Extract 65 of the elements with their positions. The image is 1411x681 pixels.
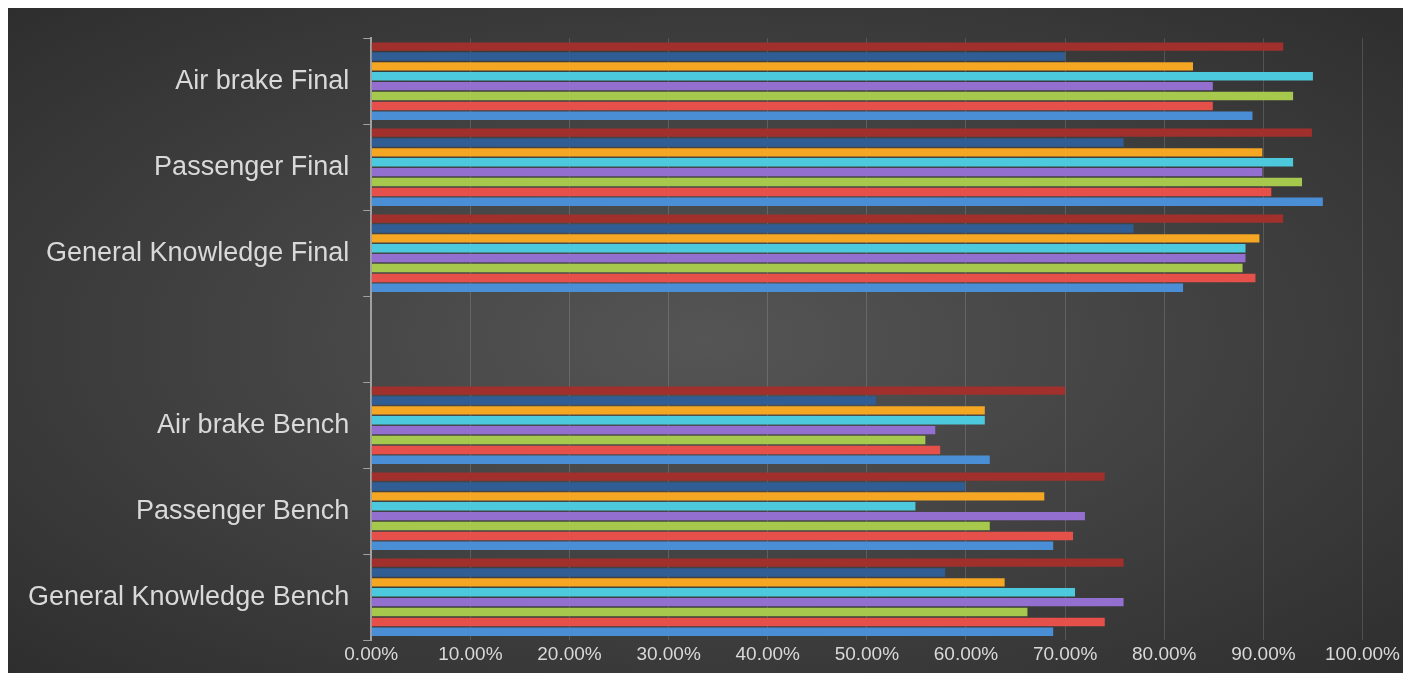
bar: [371, 42, 1284, 51]
bar: [371, 597, 1124, 607]
bar: [371, 406, 985, 415]
bar: [371, 167, 1263, 177]
bar: [371, 416, 985, 425]
bar: [371, 492, 1045, 501]
y-tick-label: Passenger Bench: [136, 494, 350, 525]
bar: [371, 435, 926, 445]
x-tick-label: 10.00%: [438, 642, 503, 664]
bar: [371, 627, 1054, 637]
bar: [371, 253, 1246, 263]
bar: [371, 445, 941, 455]
bar: [371, 148, 1263, 157]
bar: [371, 128, 1312, 137]
bar: [371, 234, 1260, 243]
bar: [371, 81, 1213, 91]
x-tick-label: 0.00%: [344, 642, 399, 664]
bar: [371, 273, 1256, 283]
bar: [371, 177, 1303, 187]
y-tick-label: General Knowledge Final: [46, 236, 350, 267]
bar: [371, 197, 1323, 207]
bar: [371, 511, 1085, 521]
bar: [371, 558, 1124, 567]
bar: [371, 588, 1076, 597]
bar: [371, 91, 1294, 101]
bar: [371, 62, 1193, 71]
y-tick-label: General Knowledge Bench: [28, 580, 350, 611]
bar: [371, 138, 1124, 147]
bar: [371, 531, 1074, 541]
bar: [371, 568, 946, 577]
x-tick-label: 60.00%: [933, 642, 999, 664]
bar: [371, 482, 965, 491]
y-tick-label: Air brake Final: [175, 64, 350, 95]
x-tick-label: 30.00%: [636, 642, 701, 664]
bar: [371, 224, 1134, 233]
bar: [371, 541, 1054, 551]
x-tick-label: 50.00%: [834, 642, 900, 664]
bar: [371, 283, 1184, 293]
bar: [371, 521, 990, 531]
bar: [371, 111, 1253, 121]
bar: [371, 425, 936, 435]
x-tick-label: 40.00%: [735, 642, 801, 664]
bar: [371, 502, 916, 511]
bar: [371, 214, 1284, 223]
bar: [371, 72, 1313, 81]
bar: [371, 455, 990, 465]
x-tick-label: 100.00%: [1324, 642, 1401, 664]
bar: [371, 607, 1028, 617]
bar: [371, 396, 876, 405]
bar: [371, 187, 1272, 197]
y-tick-label: Passenger Final: [154, 150, 350, 181]
bar: [371, 386, 1066, 395]
bar: [371, 52, 1066, 61]
bar: [371, 158, 1294, 167]
bar: [371, 244, 1246, 253]
x-tick-label: 90.00%: [1231, 642, 1296, 664]
bar: [371, 578, 1005, 587]
x-tick-label: 70.00%: [1032, 642, 1098, 664]
x-tick-label: 80.00%: [1132, 642, 1197, 664]
bar: [371, 263, 1243, 273]
x-tick-label: 20.00%: [537, 642, 602, 664]
y-tick-label: Air brake Bench: [157, 408, 350, 439]
bar: [371, 472, 1105, 481]
bar: [371, 617, 1105, 627]
bar: [371, 101, 1213, 111]
